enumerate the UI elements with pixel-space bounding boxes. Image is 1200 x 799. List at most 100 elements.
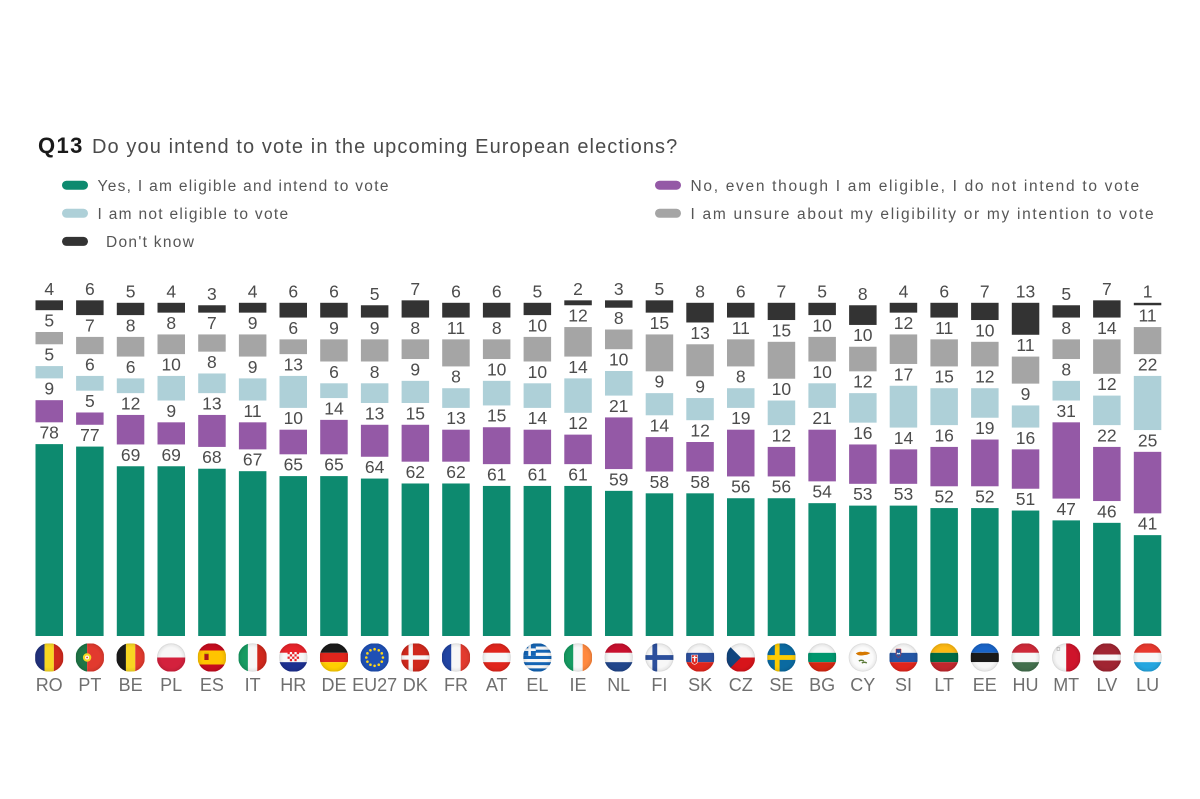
svg-text:10: 10: [975, 320, 995, 340]
svg-text:10: 10: [812, 315, 832, 335]
svg-text:19: 19: [731, 408, 750, 428]
svg-text:16: 16: [1016, 428, 1035, 448]
svg-text:8: 8: [1061, 359, 1071, 379]
svg-text:NL: NL: [607, 675, 630, 695]
svg-text:BG: BG: [809, 675, 835, 695]
svg-text:EL: EL: [526, 675, 548, 695]
svg-text:9: 9: [166, 401, 176, 421]
svg-text:53: 53: [853, 484, 872, 504]
svg-text:AT: AT: [486, 675, 508, 695]
svg-text:13: 13: [690, 323, 709, 343]
svg-text:8: 8: [736, 367, 746, 387]
svg-text:4: 4: [166, 281, 176, 301]
svg-text:9: 9: [370, 318, 380, 338]
svg-text:CY: CY: [850, 675, 875, 695]
svg-text:6: 6: [736, 281, 746, 301]
svg-text:17: 17: [894, 364, 913, 384]
svg-text:13: 13: [446, 408, 465, 428]
svg-text:15: 15: [934, 367, 953, 387]
svg-text:65: 65: [284, 455, 303, 475]
svg-text:11: 11: [1016, 335, 1034, 355]
svg-text:22: 22: [1138, 354, 1157, 374]
svg-text:I am unsure about my eligibili: I am unsure about my eligibility or my i…: [691, 206, 1156, 223]
svg-text:HR: HR: [280, 675, 306, 695]
svg-text:61: 61: [568, 464, 587, 484]
svg-text:5: 5: [1061, 284, 1071, 304]
svg-text:11: 11: [1139, 306, 1157, 326]
svg-text:3: 3: [614, 279, 624, 299]
svg-text:8: 8: [858, 284, 868, 304]
svg-text:69: 69: [121, 445, 140, 465]
svg-text:8: 8: [695, 281, 705, 301]
svg-text:52: 52: [975, 487, 994, 507]
svg-text:8: 8: [166, 313, 176, 333]
svg-text:I am not eligible to vote: I am not eligible to vote: [98, 206, 290, 223]
svg-text:16: 16: [934, 425, 953, 445]
svg-text:9: 9: [410, 359, 420, 379]
svg-text:13: 13: [365, 403, 384, 423]
svg-text:6: 6: [126, 357, 136, 377]
svg-text:8: 8: [1061, 318, 1071, 338]
svg-text:PL: PL: [160, 675, 182, 695]
svg-text:9: 9: [1021, 384, 1031, 404]
svg-text:9: 9: [248, 313, 258, 333]
svg-text:15: 15: [487, 406, 506, 426]
svg-text:12: 12: [853, 372, 872, 392]
svg-text:67: 67: [243, 450, 262, 470]
svg-text:7: 7: [1102, 279, 1112, 299]
svg-text:6: 6: [329, 362, 339, 382]
svg-text:58: 58: [690, 472, 709, 492]
svg-text:10: 10: [487, 359, 507, 379]
svg-text:11: 11: [935, 318, 953, 338]
svg-text:53: 53: [894, 484, 913, 504]
svg-text:68: 68: [202, 447, 221, 467]
svg-text:6: 6: [492, 281, 502, 301]
svg-text:2: 2: [573, 279, 583, 299]
svg-text:54: 54: [812, 482, 832, 502]
svg-text:11: 11: [244, 401, 262, 421]
svg-text:41: 41: [1138, 514, 1157, 534]
svg-text:6: 6: [329, 281, 339, 301]
svg-text:8: 8: [207, 352, 217, 372]
svg-text:8: 8: [492, 318, 502, 338]
svg-text:SE: SE: [769, 675, 793, 695]
svg-text:8: 8: [126, 315, 136, 335]
svg-text:7: 7: [410, 279, 420, 299]
svg-text:LU: LU: [1136, 675, 1159, 695]
svg-text:FR: FR: [444, 675, 468, 695]
svg-text:Yes, I am eligible and intend: Yes, I am eligible and intend to vote: [98, 178, 390, 195]
svg-text:BE: BE: [119, 675, 143, 695]
svg-text:59: 59: [609, 469, 628, 489]
svg-text:10: 10: [853, 325, 873, 345]
svg-text:LT: LT: [934, 675, 954, 695]
svg-text:14: 14: [1097, 318, 1117, 338]
svg-text:12: 12: [121, 393, 140, 413]
svg-text:EU27: EU27: [352, 675, 397, 695]
svg-text:6: 6: [939, 281, 949, 301]
svg-text:21: 21: [609, 396, 628, 416]
svg-text:4: 4: [899, 281, 909, 301]
svg-text:6: 6: [85, 354, 95, 374]
svg-text:15: 15: [772, 320, 791, 340]
svg-text:16: 16: [853, 423, 872, 443]
svg-text:69: 69: [161, 445, 180, 465]
svg-text:12: 12: [568, 306, 587, 326]
svg-text:10: 10: [772, 379, 792, 399]
svg-text:7: 7: [777, 281, 787, 301]
svg-text:8: 8: [370, 362, 380, 382]
svg-text:Do you intend to vote in the u: Do you intend to vote in the upcoming Eu…: [92, 136, 678, 158]
svg-text:4: 4: [248, 281, 258, 301]
svg-text:15: 15: [406, 403, 425, 423]
svg-text:5: 5: [44, 310, 54, 330]
svg-text:46: 46: [1097, 501, 1116, 521]
svg-text:78: 78: [39, 423, 58, 443]
svg-text:8: 8: [451, 367, 461, 387]
svg-text:31: 31: [1056, 401, 1075, 421]
svg-text:61: 61: [487, 464, 506, 484]
svg-text:1: 1: [1143, 281, 1153, 301]
svg-text:13: 13: [284, 354, 303, 374]
svg-text:9: 9: [44, 379, 54, 399]
svg-text:14: 14: [894, 428, 914, 448]
svg-text:14: 14: [528, 408, 548, 428]
svg-text:10: 10: [161, 354, 181, 374]
